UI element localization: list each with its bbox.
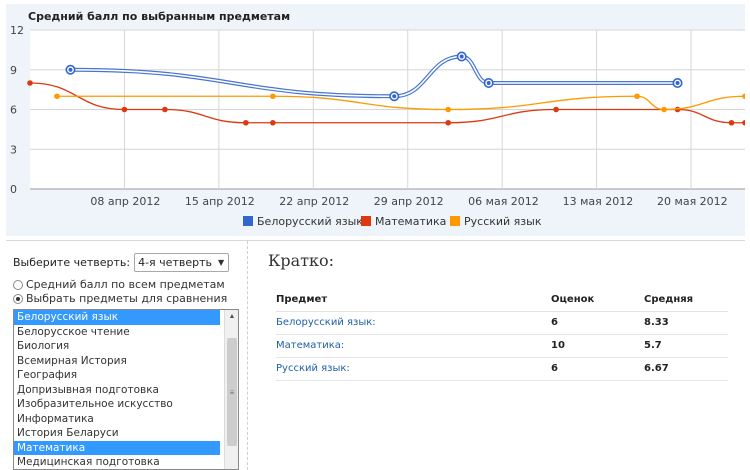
- list-item[interactable]: География: [17, 369, 78, 381]
- y-tick-label: 3: [10, 143, 17, 156]
- summary-table: Предмет Оценок Средняя Белорусский язык:…: [276, 289, 728, 381]
- x-tick-label: 06 мая 2012: [468, 195, 539, 208]
- radio-icon-checked[interactable]: [13, 293, 23, 304]
- series-line: [29, 82, 745, 124]
- list-item[interactable]: Всемирная История: [17, 354, 127, 367]
- filter-panel: Выберите четверть: 4-я четверть ▼ Средни…: [6, 241, 248, 470]
- data-point: [742, 119, 745, 126]
- list-item[interactable]: Белорусское чтение: [17, 325, 130, 338]
- grade-average: 8.33: [644, 311, 728, 335]
- chart-panel: Средний балл по выбранным предметам 0 3 6 9…: [6, 4, 745, 236]
- data-point: [742, 93, 745, 100]
- radio-compare-label: Выбрать предметы для сравнения: [26, 292, 228, 305]
- radio-all-subjects[interactable]: Средний балл по всем предметам: [13, 278, 225, 291]
- x-tick-label: 08 апр 2012: [90, 195, 160, 208]
- y-tick-label: 12: [10, 24, 24, 37]
- data-point: [54, 93, 60, 100]
- data-point-center: [486, 81, 491, 85]
- list-item[interactable]: Математика: [14, 440, 220, 455]
- legend-swatch: [243, 216, 253, 226]
- chart-title: Средний балл по выбранным предметам: [28, 10, 290, 23]
- y-tick-label: 0: [10, 183, 17, 196]
- radio-icon[interactable]: [13, 279, 23, 290]
- subject-link[interactable]: Математика:: [276, 334, 551, 358]
- list-item[interactable]: История Беларуси: [17, 427, 119, 439]
- legend-label: Русский язык: [464, 215, 542, 228]
- summary-title: Кратко:: [268, 251, 335, 270]
- grade-count: 10: [551, 334, 644, 358]
- radio-compare-subjects[interactable]: Выбрать предметы для сравнения: [13, 292, 227, 305]
- data-point: [243, 119, 249, 126]
- data-point: [162, 106, 168, 113]
- x-tick-label: 22 апр 2012: [279, 195, 349, 208]
- table-row: Русский язык: 6 6.67: [276, 357, 728, 381]
- chevron-down-icon: ▼: [217, 258, 225, 267]
- quarter-label: Выберите четверть:: [13, 256, 131, 269]
- header-average: Средняя: [644, 289, 728, 312]
- list-item[interactable]: Информатика: [17, 412, 94, 425]
- controls-area: Выберите четверть: 4-я четверть ▼ Средни…: [6, 240, 745, 470]
- legend-label: Математика: [375, 215, 446, 228]
- data-point: [445, 119, 452, 126]
- quarter-select-value: 4-я четверть: [138, 256, 212, 269]
- data-point-center: [675, 81, 680, 85]
- radio-all-label: Средний балл по всем предметам: [26, 278, 225, 291]
- table-row: Математика: 10 5.7: [276, 334, 728, 358]
- grade-average: 6.67: [644, 357, 728, 381]
- list-item[interactable]: Биология: [17, 340, 70, 352]
- x-tick-label: 29 апр 2012: [374, 195, 444, 208]
- scrollbar-thumb[interactable]: ≡: [227, 338, 237, 446]
- list-item[interactable]: Медицинская подготовка: [17, 456, 160, 468]
- quarter-row: Выберите четверть: 4-я четверть ▼: [13, 253, 230, 272]
- legend-label: Белорусский язык: [257, 215, 363, 228]
- summary-panel: Кратко: Предмет Оценок Средняя Белорусск…: [268, 251, 738, 381]
- listbox-scrollbar[interactable]: ▲ ≡: [224, 310, 238, 469]
- summary-header-row: Предмет Оценок Средняя: [276, 289, 728, 312]
- list-item[interactable]: Белорусский язык: [14, 310, 220, 325]
- y-tick-label: 6: [10, 104, 17, 117]
- grade-average: 5.7: [644, 334, 728, 358]
- x-tick-label: 20 мая 2012: [657, 195, 728, 208]
- subject-link[interactable]: Русский язык:: [276, 357, 551, 381]
- data-point: [270, 119, 276, 126]
- data-point: [270, 93, 276, 100]
- y-tick-label: 9: [10, 64, 17, 77]
- data-point: [27, 80, 33, 86]
- x-tick-label: 15 апр 2012: [185, 195, 255, 208]
- data-point: [661, 106, 667, 113]
- data-point: [121, 106, 128, 113]
- legend-swatch: [450, 216, 460, 226]
- subjects-listbox[interactable]: Белорусский язык Белорусское чтение Биолог…: [13, 309, 239, 470]
- list-item[interactable]: Изобразительное искусство: [17, 398, 173, 410]
- data-point-center: [68, 67, 73, 72]
- average-grade-chart: Средний балл по выбранным предметам 0 3 6 9…: [10, 10, 745, 228]
- data-point: [553, 106, 559, 113]
- grade-count: 6: [551, 311, 644, 335]
- table-row: Белорусский язык: 6 8.33: [276, 311, 728, 335]
- scroll-up-icon[interactable]: ▲: [228, 313, 236, 320]
- subject-link[interactable]: Белорусский язык:: [276, 311, 551, 335]
- data-point-center: [459, 54, 464, 59]
- header-subject: Предмет: [276, 289, 551, 312]
- header-count: Оценок: [551, 289, 644, 312]
- data-point: [445, 106, 452, 113]
- x-tick-label: 13 мая 2012: [563, 195, 634, 208]
- data-point: [728, 119, 735, 126]
- legend-swatch: [361, 216, 371, 226]
- data-point-center: [392, 94, 397, 99]
- quarter-select[interactable]: 4-я четверть ▼: [134, 253, 230, 272]
- grade-count: 6: [551, 357, 644, 381]
- data-point: [634, 93, 640, 100]
- list-item[interactable]: Допризывная подготовка: [17, 383, 159, 396]
- series-line: [70, 55, 678, 98]
